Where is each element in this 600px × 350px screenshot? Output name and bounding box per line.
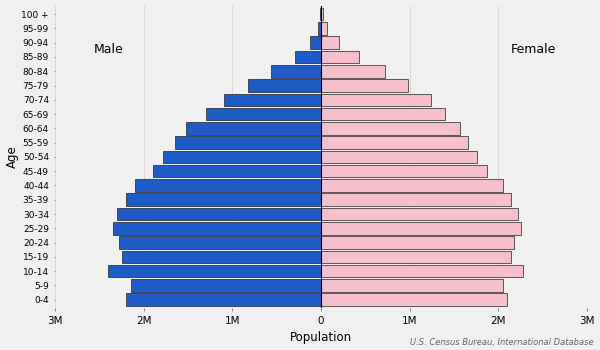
Bar: [310, 36, 321, 49]
Bar: [152, 165, 321, 177]
Bar: [320, 8, 321, 20]
Bar: [321, 51, 359, 63]
Bar: [119, 236, 321, 249]
Bar: [321, 79, 408, 92]
Bar: [321, 93, 431, 106]
Text: Male: Male: [94, 43, 123, 56]
Bar: [271, 65, 321, 77]
Bar: [321, 22, 328, 35]
Bar: [317, 22, 321, 35]
Bar: [122, 251, 321, 263]
Bar: [321, 293, 507, 306]
Bar: [321, 36, 338, 49]
Text: Female: Female: [511, 43, 556, 56]
Bar: [321, 108, 445, 120]
Bar: [163, 150, 321, 163]
Bar: [321, 194, 511, 206]
Bar: [109, 265, 321, 278]
Bar: [321, 251, 511, 263]
Bar: [321, 65, 385, 77]
Bar: [248, 79, 321, 92]
Bar: [321, 222, 521, 235]
Bar: [126, 293, 321, 306]
Bar: [295, 51, 321, 63]
Y-axis label: Age: Age: [5, 146, 19, 168]
Bar: [321, 150, 477, 163]
Bar: [321, 279, 503, 292]
Bar: [321, 236, 514, 249]
Text: U.S. Census Bureau, International Database: U.S. Census Bureau, International Databa…: [410, 337, 594, 346]
Bar: [113, 222, 321, 235]
Bar: [126, 194, 321, 206]
Bar: [175, 136, 321, 149]
Bar: [321, 165, 487, 177]
Bar: [187, 122, 321, 135]
Bar: [224, 93, 321, 106]
Bar: [135, 179, 321, 192]
X-axis label: Population: Population: [290, 331, 352, 344]
Bar: [321, 122, 460, 135]
Bar: [206, 108, 321, 120]
Bar: [321, 179, 503, 192]
Bar: [321, 8, 323, 20]
Bar: [321, 208, 518, 220]
Bar: [321, 265, 523, 278]
Bar: [321, 136, 468, 149]
Bar: [117, 208, 321, 220]
Bar: [131, 279, 321, 292]
